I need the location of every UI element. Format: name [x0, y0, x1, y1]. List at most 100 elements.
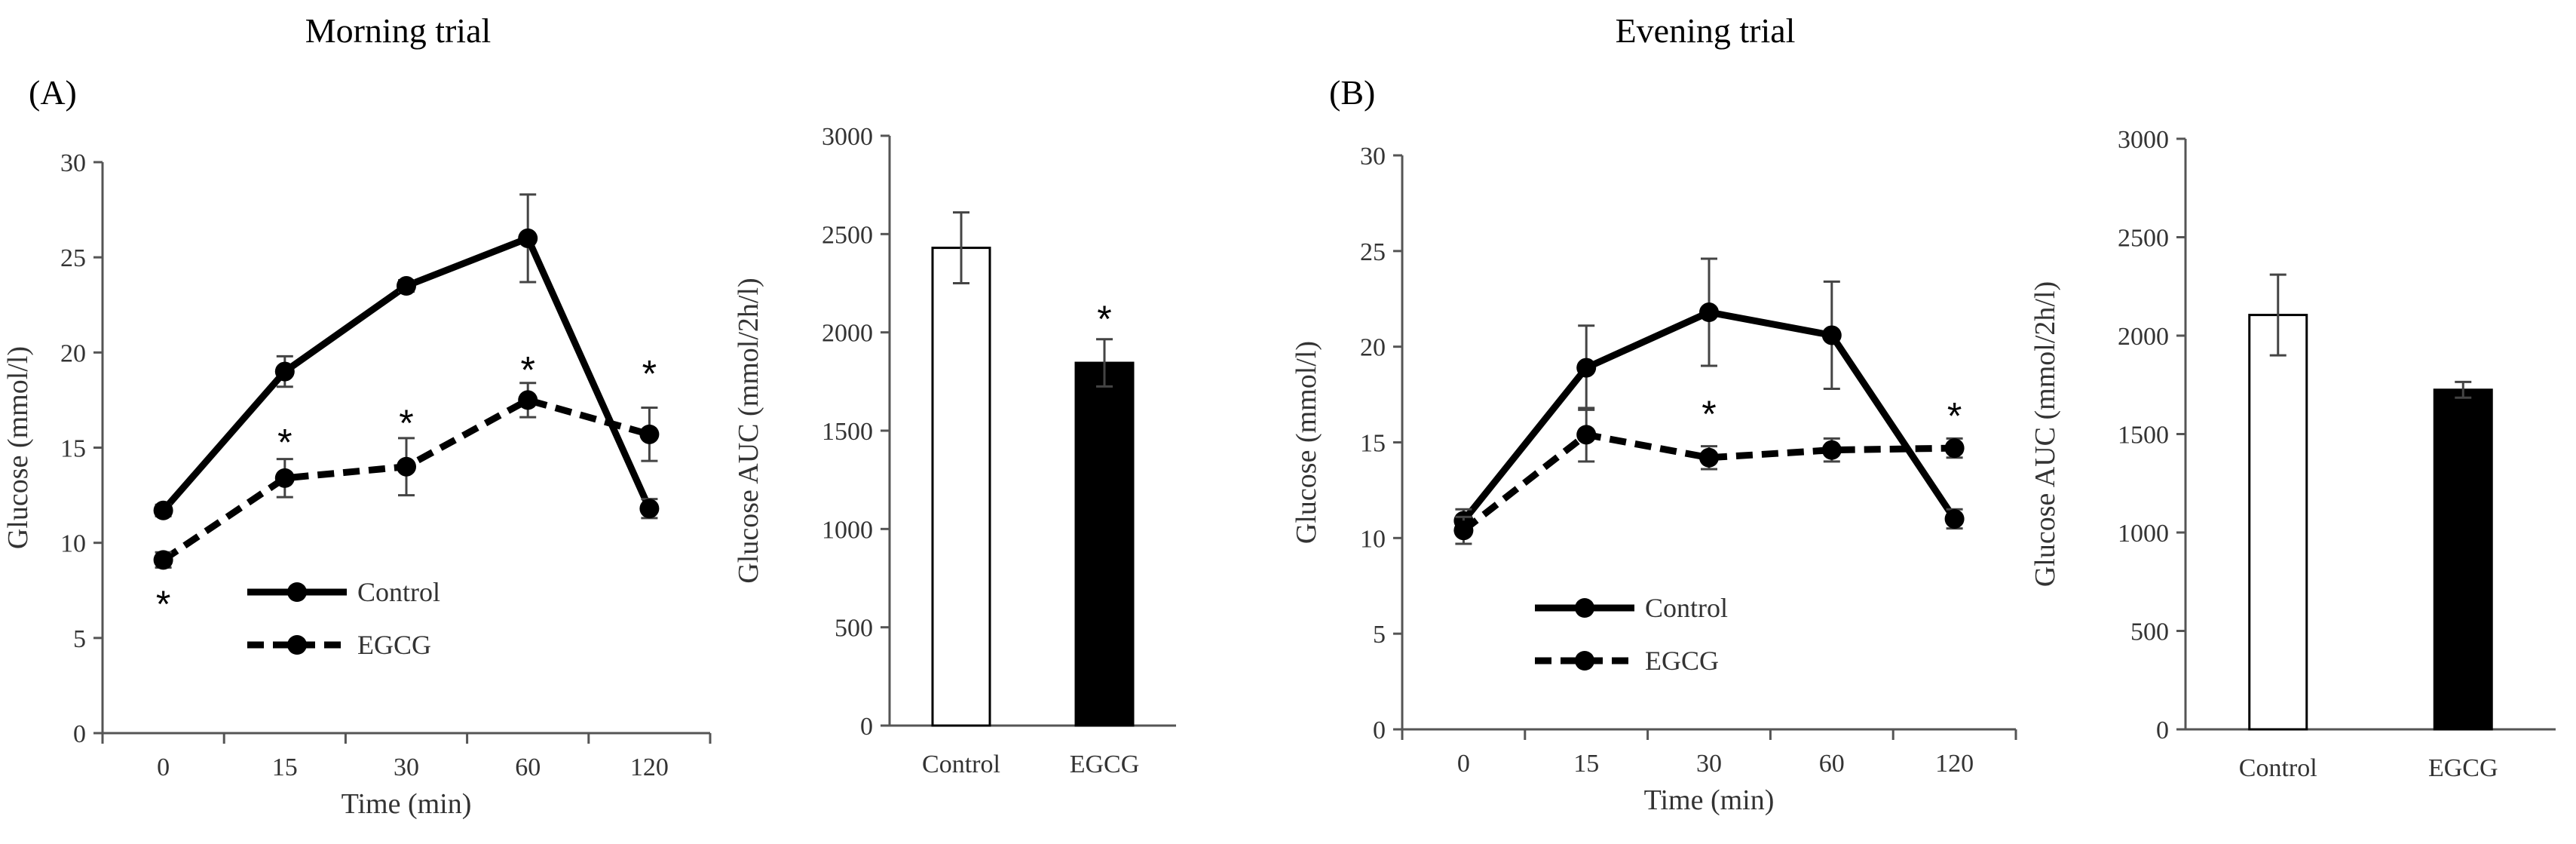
evening-auc-bar-chart: 0 500 1000 1500 2000 2500 3000 Glucose AUC (mmo…: [2029, 126, 2556, 782]
morning-glucose-y-axis-label: Glucose (mmol/l): [2, 346, 34, 549]
morning-glucose-x-tick-label: 15: [272, 753, 298, 781]
morning-glucose-x-tick-label: 0: [157, 753, 170, 781]
evening-glucose-x-axis-label: Time (min): [1644, 784, 1775, 816]
evening-auc-y-tick-label: 500: [2130, 618, 2169, 646]
morning-auc-y-tick-label: 1500: [822, 418, 873, 446]
morning-glucose-series-egcg-point: [153, 550, 173, 570]
evening-glucose-significance-marker: *: [1947, 394, 1962, 437]
evening-auc-bar-control: [2248, 314, 2308, 731]
evening-glucose-x-tick-label: 0: [1457, 750, 1470, 778]
evening-glucose-series-egcg-point: [1699, 447, 1719, 468]
morning-auc-bar-egcg: [1074, 361, 1135, 727]
evening-glucose-significance-marker: *: [1702, 393, 1716, 435]
evening-glucose-series-egcg: [1453, 407, 1965, 545]
evening-auc-x-tick-label-egcg: EGCG: [2428, 754, 2498, 782]
evening-glucose-legend-egcg-marker: [1575, 651, 1594, 671]
evening-glucose-series-egcg-point: [1453, 520, 1474, 541]
evening-glucose-series-egcg-point: [1576, 425, 1597, 445]
morning-glucose-y-tick-label: 25: [60, 244, 86, 272]
morning-auc-y-tick-label: 0: [860, 713, 873, 741]
evening-glucose-x-tick-label: 60: [1819, 750, 1845, 778]
evening-glucose-series-egcg-line: [1461, 431, 1955, 533]
morning-glucose-series-control-point: [153, 500, 173, 520]
morning-glucose-legend-control-label: Control: [357, 577, 440, 607]
evening-glucose-legend-control-marker: [1575, 598, 1594, 618]
morning-glucose-y-tick-label: 30: [60, 149, 86, 177]
morning-glucose-y-tick-label: 15: [60, 435, 86, 463]
evening-auc-y-tick-label: 1500: [2118, 422, 2169, 450]
evening-auc-y-tick-label: 1000: [2118, 520, 2169, 548]
morning-glucose-y-tick-label: 20: [60, 339, 86, 367]
evening-glucose-y-tick-label: 0: [1373, 717, 1386, 744]
morning-auc-y-tick-label: 2500: [822, 221, 873, 249]
morning-auc-y-tick-label: 2000: [822, 320, 873, 348]
evening-trial-title: Evening trial: [1616, 11, 1796, 50]
evening-glucose-series-control-point: [1944, 508, 1965, 529]
evening-auc-bar-egcg: [2433, 388, 2493, 731]
morning-auc-y-tick-label: 500: [835, 615, 873, 643]
morning-glucose-legend-control-marker: [287, 582, 307, 602]
evening-glucose-legend-egcg-label: EGCG: [1645, 646, 1719, 676]
morning-glucose-legend-egcg-marker: [287, 635, 307, 655]
morning-glucose-x-tick-label: 120: [630, 753, 669, 781]
evening-auc-y-axis-label: Glucose AUC (mmol/2h/l): [2029, 281, 2061, 587]
evening-glucose-series-control-point: [1821, 325, 1842, 345]
evening-glucose-x-tick-label: 120: [1935, 750, 1974, 778]
evening-auc-y-tick-label: 0: [2156, 717, 2169, 744]
morning-auc-y-tick-label: 1000: [822, 516, 873, 544]
morning-glucose-x-tick-label: 30: [394, 753, 419, 781]
morning-glucose-x-axis-label: Time (min): [342, 788, 472, 820]
evening-glucose-y-axis-label: Glucose (mmol/l): [1291, 341, 1322, 544]
evening-glucose-y-tick-label: 30: [1360, 143, 1386, 170]
evening-glucose-x-tick-label: 30: [1696, 750, 1722, 778]
evening-glucose-series-control-point: [1576, 358, 1597, 378]
morning-auc-y-tick-label: 3000: [822, 123, 873, 151]
evening-glucose-series-control-point: [1699, 302, 1719, 323]
morning-glucose-series-egcg: [153, 382, 660, 570]
morning-glucose-significance-marker: *: [277, 421, 292, 463]
evening-glucose-y-tick-label: 15: [1360, 430, 1386, 458]
evening-glucose-series-egcg-point: [1944, 438, 1965, 459]
morning-glucose-significance-marker: *: [399, 402, 413, 444]
morning-glucose-series-control-point: [274, 361, 295, 382]
morning-glucose-y-tick-label: 0: [73, 720, 86, 748]
evening-glucose-y-tick-label: 20: [1360, 334, 1386, 362]
morning-glucose-significance-marker: *: [156, 583, 170, 625]
evening-glucose-legend-control-label: Control: [1645, 593, 1728, 623]
evening-glucose-y-tick-label: 5: [1373, 621, 1386, 649]
morning-glucose-legend-egcg-label: EGCG: [357, 630, 431, 660]
morning-glucose-line-chart: 0 5 10 15 20 25 30 0 15 30 60 120 Time (min) Glucose …: [2, 149, 712, 820]
morning-auc-bar-chart: 0 500 1000 1500 2000 2500 3000 Glucose AUC (mmo…: [733, 123, 1176, 778]
morning-glucose-series-control: [153, 193, 660, 520]
panel-b-label: (B): [1329, 73, 1375, 112]
panel-a-label: (A): [29, 73, 77, 112]
morning-glucose-x-tick-label: 60: [515, 753, 541, 781]
morning-auc-x-tick-label-control: Control: [922, 750, 1000, 778]
morning-glucose-y-tick-label: 10: [60, 530, 86, 558]
morning-auc-y-axis-label: Glucose AUC (mmol/2h/l): [733, 278, 764, 583]
evening-glucose-series-egcg-point: [1821, 440, 1842, 460]
evening-glucose-y-tick-label: 10: [1360, 525, 1386, 553]
evening-glucose-y-tick-label: 25: [1360, 238, 1386, 266]
evening-auc-x-tick-label-control: Control: [2239, 754, 2317, 782]
morning-auc-bar-control: [931, 247, 991, 727]
morning-auc-significance-marker: *: [1097, 298, 1111, 340]
morning-trial-title: Morning trial: [305, 11, 492, 50]
morning-glucose-significance-marker: *: [642, 353, 657, 395]
morning-glucose-series-control-point: [397, 276, 416, 296]
evening-glucose-x-tick-label: 15: [1573, 750, 1599, 778]
morning-glucose-series-egcg-point: [274, 468, 295, 488]
morning-glucose-series-control-point: [639, 499, 660, 519]
morning-glucose-series-egcg-point: [639, 424, 660, 444]
evening-auc-y-tick-label: 2500: [2118, 225, 2169, 253]
morning-glucose-y-tick-label: 5: [73, 625, 86, 653]
evening-glucose-line-chart: 0 5 10 15 20 25 30 0 15 30 60 120 Time (min) Glucose …: [1291, 143, 2017, 816]
morning-glucose-significance-marker: *: [520, 349, 534, 391]
morning-auc-x-tick-label-egcg: EGCG: [1070, 750, 1140, 778]
evening-auc-y-tick-label: 2000: [2118, 323, 2169, 351]
morning-glucose-series-egcg-point: [397, 456, 416, 477]
morning-glucose-series-egcg-point: [518, 390, 538, 410]
morning-glucose-series-control-point: [518, 228, 538, 248]
evening-auc-y-tick-label: 3000: [2118, 126, 2169, 154]
